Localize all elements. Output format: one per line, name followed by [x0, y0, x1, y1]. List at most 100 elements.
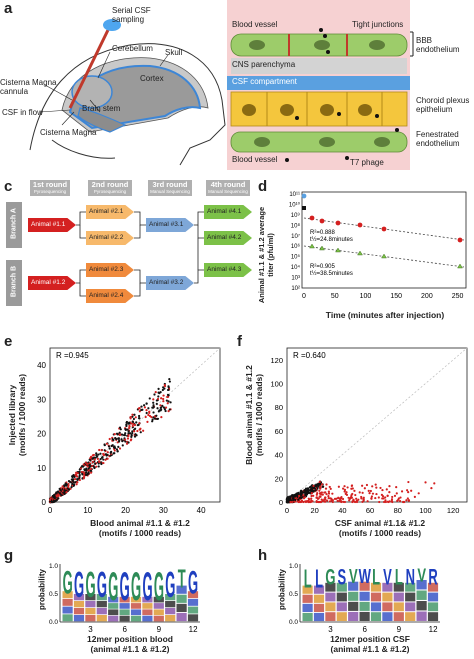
node-animal-2-2: Animal #2.2 — [86, 231, 134, 245]
e-point — [106, 451, 109, 454]
e-point — [115, 448, 119, 451]
e-point — [105, 442, 108, 445]
e-point — [145, 411, 148, 415]
f-point — [342, 500, 345, 503]
e-point — [92, 453, 96, 457]
e-point — [138, 410, 141, 413]
f-point — [326, 499, 329, 502]
h-logo-stack-cell — [416, 601, 427, 611]
f-point — [399, 496, 402, 499]
e-point — [127, 441, 130, 444]
e-point — [125, 421, 128, 424]
f-point — [315, 484, 319, 487]
h-logo-stack-cell — [302, 603, 313, 612]
g-logo-stack-cell — [142, 609, 153, 616]
f-ytick-label: 60 — [275, 427, 283, 436]
h-logo-stack-cell — [405, 612, 416, 622]
e-point — [164, 406, 168, 409]
f-point — [293, 500, 297, 503]
f-point — [320, 491, 323, 494]
f-point — [300, 494, 303, 497]
f-point — [310, 484, 313, 487]
g-xtick-label: 3 — [88, 625, 93, 634]
f-xlabel: CSF animal #1.1& #1.2 (motifs / 1000 rea… — [334, 518, 426, 538]
node-animal-4-1: Animal #4.1 — [204, 205, 252, 219]
f-ytick-label: 0 — [279, 498, 283, 507]
label-cortex: Cortex — [140, 74, 164, 83]
node-animal-4-2: Animal #4.2 — [204, 231, 252, 245]
e-point — [119, 428, 122, 431]
h-logo-top-letter: S — [338, 565, 347, 589]
f-point — [355, 500, 359, 504]
g-logo-stack-cell — [153, 615, 164, 622]
f-xtick-label: 20 — [311, 506, 319, 515]
e-point — [78, 475, 81, 478]
e-point — [71, 475, 74, 478]
f-point — [329, 487, 332, 490]
g-logo-stack-cell — [176, 594, 187, 603]
selection-flowchart: 1st round Pyrosequencing 2nd round Pyros… — [0, 180, 290, 310]
e-point — [64, 487, 67, 490]
e-point — [71, 482, 74, 485]
e-point — [152, 401, 155, 404]
e-point — [115, 438, 118, 441]
f-point — [367, 489, 370, 492]
f-point — [350, 494, 353, 497]
e-point — [135, 421, 138, 424]
e-point — [131, 415, 134, 418]
f-point — [299, 491, 303, 495]
f-point — [324, 487, 328, 490]
e-ytick-label: 20 — [37, 430, 46, 439]
titer-chart: 10¹¹ 10¹⁰ 10⁹ 10⁸ 10⁷ 10⁶ 10⁵ 10⁴ 10³ 10² 0 50 100 1… — [289, 191, 467, 300]
e-point — [153, 393, 156, 396]
e-point — [135, 434, 138, 437]
e-point — [166, 402, 169, 405]
f-point — [388, 490, 391, 494]
e-point — [165, 399, 168, 402]
h-logo-stack-cell — [302, 585, 313, 594]
e-point — [103, 443, 106, 446]
e-point — [131, 432, 134, 435]
e-point — [136, 429, 139, 433]
g-logo-top-letter: G — [120, 565, 130, 609]
f-point — [327, 495, 330, 498]
e-point — [167, 410, 170, 413]
e-point — [63, 492, 66, 495]
h-logo-stack-cell — [348, 591, 359, 601]
g-logo-stack-cell — [165, 615, 176, 622]
e-point — [148, 414, 152, 418]
e-point — [159, 406, 162, 410]
e-point — [128, 426, 131, 430]
g-logo-stack-cell — [73, 615, 85, 622]
f-point — [365, 483, 369, 487]
f-point — [343, 485, 346, 488]
f-point — [292, 498, 295, 502]
e-point — [134, 427, 137, 430]
h-logo-stack-cell — [382, 602, 393, 612]
f-point — [335, 497, 338, 500]
h-logo-stack-cell — [336, 602, 347, 612]
g-logo-stack-cell — [165, 601, 176, 608]
f-point — [360, 495, 363, 499]
e-point — [118, 426, 122, 429]
g-logo-stack-cell — [187, 598, 199, 606]
h-logo-stack-cell — [393, 602, 404, 612]
e-point — [169, 401, 172, 404]
g-xlabel: 12mer position blood (animal #1.1 & #1.2… — [87, 634, 173, 654]
e-point — [63, 484, 66, 487]
f-point — [357, 498, 360, 501]
e-xtick-label: 30 — [159, 506, 168, 515]
e-point — [156, 417, 159, 421]
f-point — [331, 500, 334, 504]
panel-e-letter: e — [4, 333, 13, 350]
f-point — [343, 488, 347, 491]
e-point — [53, 493, 56, 496]
e-point — [127, 434, 130, 438]
e-point — [113, 449, 116, 452]
f-point — [381, 495, 385, 498]
f-point — [374, 483, 377, 486]
f-xtick-label: 40 — [338, 506, 346, 515]
f-point — [355, 497, 358, 500]
d-xtick-label: 100 — [360, 293, 372, 300]
e-point — [125, 442, 129, 445]
